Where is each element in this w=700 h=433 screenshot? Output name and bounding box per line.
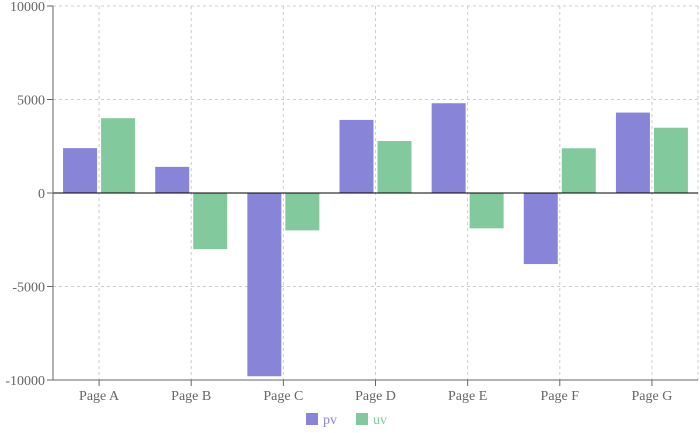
x-tick-label: Page D [355,389,396,404]
y-tick-label: 5000 [17,94,45,109]
y-tick-label: -5000 [12,281,45,296]
bar-uv-page-b[interactable] [193,193,228,250]
legend: pv uv [306,413,387,428]
legend-swatch-pv [306,413,318,425]
x-tick-label: Page G [632,389,673,404]
x-tick-label: Page C [263,389,303,404]
bar-uv-page-c[interactable] [285,193,320,231]
bar-pv-page-g[interactable] [615,112,650,193]
bar-pv-page-b[interactable] [155,166,190,193]
y-tick-label: 0 [38,187,45,202]
bar-uv-page-d[interactable] [377,141,412,193]
bar-uv-page-f[interactable] [561,148,596,193]
legend-label-pv[interactable]: pv [323,413,337,428]
bar-uv-page-g[interactable] [653,127,688,193]
y-tick-label: -10000 [5,374,45,389]
x-tick-label: Page F [541,389,580,404]
bar-pv-page-e[interactable] [431,103,466,193]
bar-pv-page-d[interactable] [339,119,374,193]
y-tick-label: 10000 [10,0,45,15]
axes: -10000 -5000 0 5000 10000 Page A Page B Page C P… [5,0,698,404]
bar-pv-page-c[interactable] [247,193,282,377]
x-tick-label: Page E [448,389,487,404]
legend-swatch-uv [356,413,368,425]
legend-label-uv[interactable]: uv [373,413,387,428]
x-tick-label: Page A [79,389,120,404]
bars [63,103,688,377]
bar-pv-page-f[interactable] [523,193,558,265]
bar-uv-page-a[interactable] [101,118,136,193]
bar-pv-page-a[interactable] [63,148,98,193]
bar-uv-page-e[interactable] [469,193,504,229]
x-tick-label: Page B [171,389,211,404]
